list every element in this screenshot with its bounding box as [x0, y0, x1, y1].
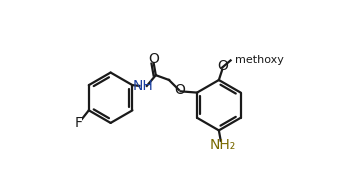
Text: O: O	[148, 52, 159, 66]
Text: O: O	[174, 83, 185, 97]
Text: F: F	[74, 116, 82, 130]
Text: O: O	[217, 59, 228, 73]
Text: methoxy: methoxy	[235, 55, 284, 65]
Text: NH: NH	[132, 79, 153, 93]
Text: NH₂: NH₂	[210, 138, 236, 152]
